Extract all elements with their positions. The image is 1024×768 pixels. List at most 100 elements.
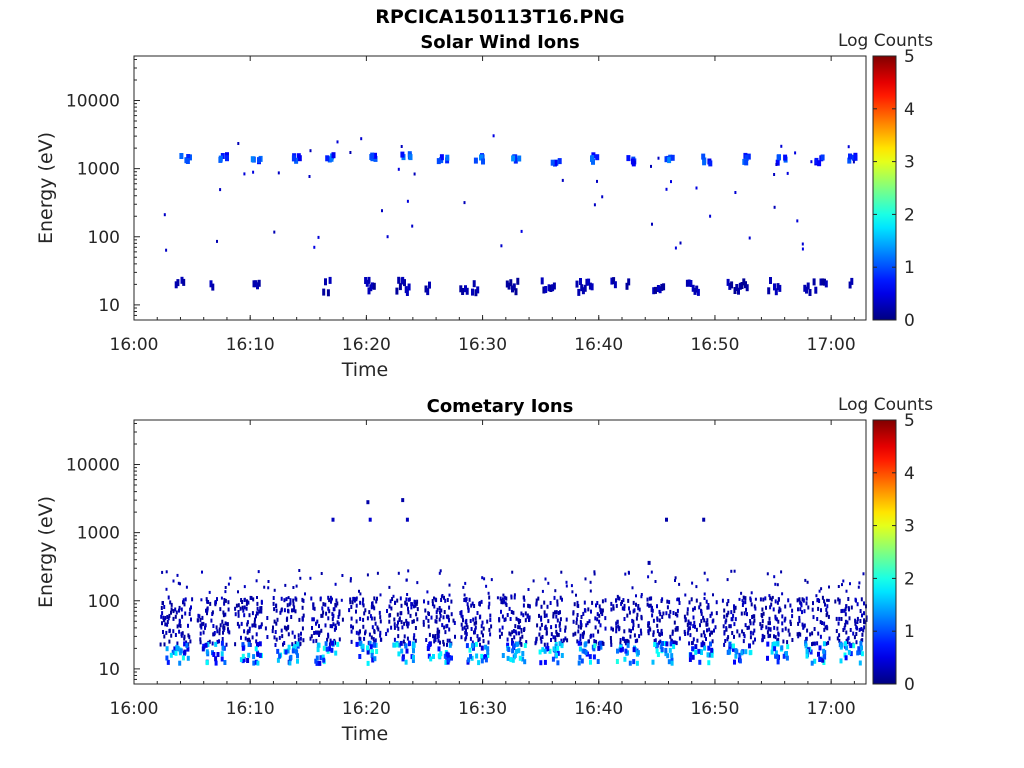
ci-band-cell [615, 598, 618, 603]
ci-band-cell [781, 621, 784, 626]
ci-core-cell [651, 659, 655, 665]
ci-band-cell [509, 617, 512, 621]
sw-low-cell [773, 283, 776, 291]
ci-band-cell [482, 626, 485, 631]
ci-band-cell [371, 625, 374, 630]
ci-upper-cell [523, 598, 526, 602]
ci-core-cell [374, 642, 378, 648]
ci-upper-cell [165, 587, 168, 591]
sw-low-cell [398, 283, 402, 291]
ci-core-cell [470, 643, 474, 649]
ci-band-cell [327, 634, 330, 639]
ci-band-cell [414, 603, 417, 608]
ci-band-cell [632, 600, 635, 605]
ci-band-cell [742, 639, 745, 644]
ci-band-cell [688, 600, 691, 605]
ci-band-cell [723, 642, 726, 647]
ci-band-cell [797, 621, 800, 626]
ci-band-cell [573, 602, 576, 607]
ci-band-cell [637, 604, 640, 608]
ci-band-cell [522, 613, 525, 618]
ci-band-cell [472, 617, 475, 622]
ci-upper-cell [243, 585, 246, 589]
ci-band-cell [733, 604, 735, 609]
ci-band-cell [847, 597, 850, 601]
ci-core-cell [691, 654, 695, 660]
ci-band-cell [691, 640, 694, 645]
ci-band-cell [580, 641, 583, 646]
ci-band-cell [547, 619, 550, 624]
ci-upper-cell [487, 591, 490, 595]
ci-band-cell [841, 608, 844, 613]
ci-band-cell [287, 632, 290, 637]
sw-cluster-cell [370, 152, 375, 159]
ci-band-cell [297, 637, 300, 642]
sw-low-cell [326, 289, 330, 297]
ci-core-cell [408, 640, 411, 646]
ci-band-cell [179, 624, 182, 628]
sw-sparse-cell [773, 205, 776, 209]
ci-band-cell [622, 598, 625, 603]
sw-sparse-cell [386, 235, 389, 239]
sw-low-cell [580, 284, 584, 292]
ci-band-cell [327, 606, 330, 611]
sw-low-cell [472, 280, 476, 288]
ci-band-cell [465, 628, 467, 633]
ci-core-cell [732, 646, 735, 652]
ci-core-cell [465, 643, 469, 649]
ci-core-cell [581, 648, 585, 654]
sw-sparse-cell [411, 224, 414, 228]
ci-band-cell [595, 639, 597, 644]
ci-band-cell [673, 620, 676, 625]
ci-core-cell [766, 655, 769, 661]
ci-core-cell [169, 652, 173, 658]
sw-low-cell [850, 277, 854, 285]
ci-core-cell [538, 649, 542, 655]
ci-band-cell [749, 619, 752, 623]
ci-band-cell [554, 610, 556, 615]
ci-band-cell [844, 619, 847, 624]
ci-band-cell [840, 609, 843, 614]
ci-band-cell [812, 615, 815, 620]
ci-core-cell [672, 644, 676, 650]
ci-band-cell [727, 599, 730, 603]
ci-band-cell [700, 633, 703, 638]
ci-band-cell [786, 640, 789, 645]
ci-band-cell [461, 614, 464, 619]
ci-band-cell [199, 637, 202, 642]
ci-band-cell [436, 607, 439, 612]
ci-upper-cell [359, 592, 362, 596]
sw-sparse-cell [796, 219, 799, 223]
ci-upper-cell [640, 595, 643, 599]
ci-band-cell [615, 603, 618, 608]
ci-band-cell [241, 605, 244, 610]
ci-band-cell [618, 596, 621, 601]
sw-cluster-cell [591, 158, 595, 165]
ci-band-cell [369, 614, 372, 619]
ci-band-cell [733, 622, 736, 627]
y-tick-label: 1000 [77, 524, 120, 544]
ci-band-cell [315, 621, 317, 626]
ci-core-cell [748, 650, 752, 656]
ci-band-cell [442, 642, 445, 647]
ci-band-cell [446, 623, 449, 628]
ci-core-cell [315, 655, 319, 661]
ci-core-cell [395, 642, 399, 648]
ci-core-cell [805, 648, 809, 654]
ci-upper-cell [433, 596, 435, 600]
ci-band-cell [540, 617, 543, 622]
ci-band-cell [490, 624, 493, 629]
ci-band-cell [695, 598, 698, 603]
ci-band-cell [656, 629, 659, 634]
ci-band-cell [301, 605, 304, 610]
ci-band-cell [478, 615, 481, 620]
ci-core-cell [412, 642, 416, 648]
ci-band-cell [823, 621, 826, 626]
ci-band-cell [736, 629, 739, 634]
sw-low-cell [769, 277, 772, 284]
ci-band-cell [415, 612, 418, 617]
sw-low-cell [424, 285, 428, 293]
ci-band-cell [445, 614, 448, 619]
sw-low-cell [733, 287, 737, 294]
sw-cluster-cell [473, 157, 478, 164]
